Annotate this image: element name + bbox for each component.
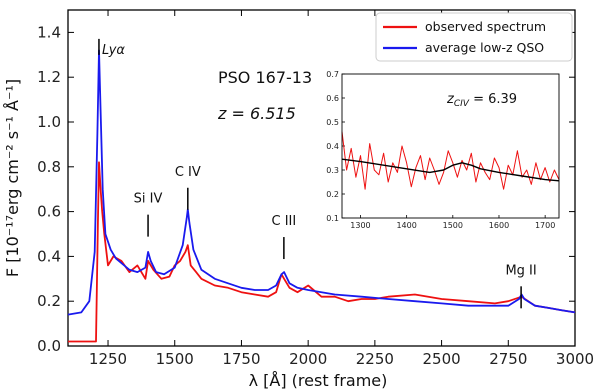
legend-box: [375, 12, 573, 62]
inset-background: [342, 74, 559, 218]
x-tick-label: 2500: [422, 350, 460, 368]
y-tick-label: 0.4: [37, 247, 61, 265]
inset-axis-ticks: 1300 1400 1500 1600 1700 0.1 0.2 0.3 0.4 0.5 0.6 0.…: [326, 70, 555, 230]
y-tick-label: 1.2: [37, 68, 61, 86]
legend: observed spectrum average low-z QSO: [375, 12, 573, 62]
line-markers: Lyα Si IV C IV C III Mg II: [98, 38, 537, 309]
legend-label-observed: observed spectrum: [425, 19, 546, 34]
inset-frame: [341, 73, 560, 219]
line-marker-label: Mg II: [505, 263, 536, 278]
redshift-label: z = 6.515: [217, 104, 296, 123]
y-tick-label: 0.8: [37, 158, 61, 176]
line-marker-label: C III: [272, 214, 297, 229]
x-axis-label: λ [Å] (rest frame): [249, 371, 388, 390]
inset-y-tick-label: 0.4: [326, 142, 339, 151]
legend-label-qso: average low-z QSO: [425, 40, 544, 55]
axis-ticks: 1250 1500 1750 2000 2250 2500 2750 3000 0.0 0.2 0.…: [37, 10, 594, 368]
plot-frame: [67, 9, 576, 347]
x-tick-label: 3000: [556, 350, 594, 368]
inset-x-tick-label: 1700: [535, 221, 555, 230]
y-tick-label: 1.0: [37, 113, 61, 131]
inset-y-tick-label: 0.3: [326, 166, 339, 175]
y-tick-label: 0.2: [37, 292, 61, 310]
line-marker-label: Lyα: [102, 43, 125, 58]
inset-y-tick-label: 0.5: [326, 118, 339, 127]
inset-y-tick-label: 0.1: [326, 214, 339, 223]
inset-title: zCIV = 6.39: [446, 92, 517, 109]
inset-x-tick-label: 1400: [396, 221, 416, 230]
inset-plot: 1300 1400 1500 1600 1700 0.1 0.2 0.3 0.4 0.5 0.6 0.…: [326, 70, 560, 230]
inset-y-tick-label: 0.7: [326, 70, 339, 79]
x-tick-label: 2000: [289, 350, 327, 368]
x-tick-label: 1500: [156, 350, 194, 368]
x-tick-label: 1250: [89, 350, 127, 368]
object-name: PSO 167-13: [218, 68, 312, 87]
inset-y-tick-label: 0.6: [326, 94, 339, 103]
y-axis-label: F [10⁻¹⁷erg cm⁻² s⁻¹ Å⁻¹]: [3, 79, 22, 277]
x-tick-label: 2750: [489, 350, 527, 368]
y-tick-label: 0.0: [37, 337, 61, 355]
series-average-qso: [67, 49, 576, 316]
inset-x-tick-label: 1600: [489, 221, 509, 230]
line-marker-label: Si IV: [134, 192, 163, 207]
y-tick-label: 0.6: [37, 203, 61, 221]
y-tick-label: 1.4: [37, 23, 61, 41]
inset-series-fit: [341, 158, 560, 182]
line-marker-label: C IV: [175, 165, 201, 180]
x-tick-label: 2250: [356, 350, 394, 368]
x-tick-label: 1750: [222, 350, 260, 368]
inset-x-tick-label: 1300: [350, 221, 370, 230]
inset-x-tick-label: 1500: [443, 221, 463, 230]
inset-series-group: [341, 131, 560, 190]
series-group: [67, 49, 576, 343]
inset-y-tick-label: 0.2: [326, 190, 339, 199]
